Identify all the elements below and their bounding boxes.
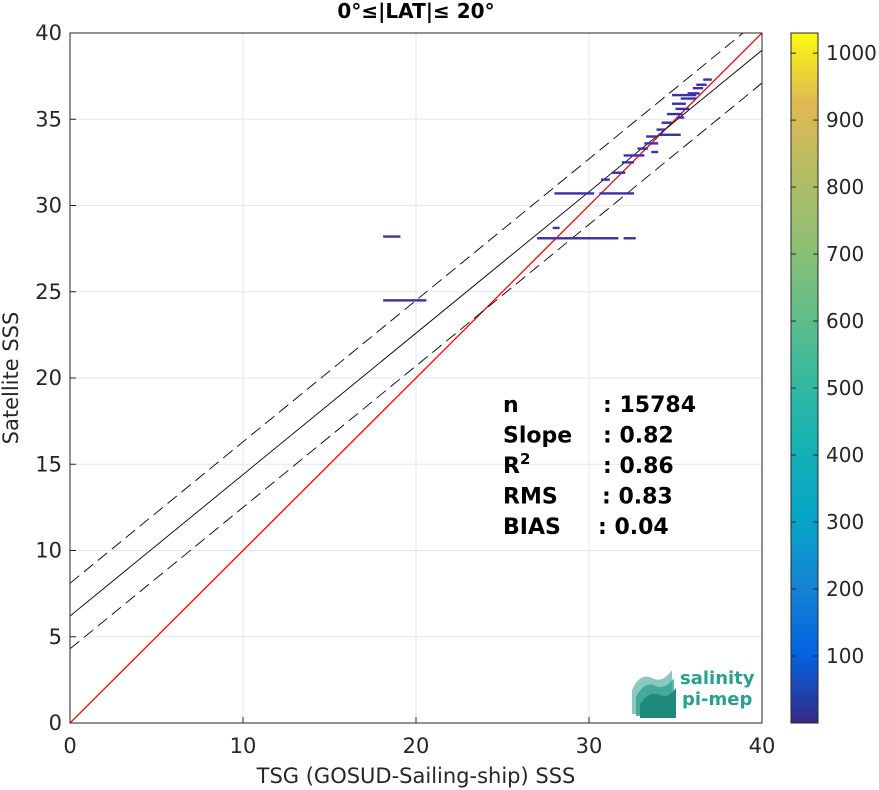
- stat-value: : 15784: [603, 393, 696, 418]
- y-tick-label: 25: [35, 280, 62, 304]
- data-point: [644, 142, 659, 145]
- data-point: [623, 237, 636, 240]
- y-axis-label: Satellite SSS: [0, 312, 23, 445]
- stat-value: : 0.86: [603, 454, 674, 479]
- data-point: [661, 121, 673, 124]
- data-point: [637, 147, 648, 150]
- colorbar-tick-label: 400: [826, 443, 864, 467]
- x-tick-label: 40: [749, 734, 776, 758]
- data-point: [675, 107, 690, 111]
- y-tick-label: 15: [35, 452, 62, 476]
- colorbar-tick-label: 700: [826, 242, 864, 266]
- data-point: [666, 112, 683, 116]
- colorbar-tick-label: 500: [826, 376, 864, 400]
- data-point: [621, 161, 634, 164]
- data-point: [589, 237, 619, 240]
- y-tick-label: 20: [35, 366, 62, 390]
- colorbar-tick-label: 200: [826, 577, 864, 601]
- data-point: [611, 171, 626, 174]
- data-point: [601, 178, 610, 181]
- stat-label: RMS: [503, 485, 558, 510]
- data-point: [383, 299, 427, 302]
- wave-logo-icon: [632, 670, 676, 718]
- colorbar-ticks: 100 200 300 400 500 600 700 800 900 1000: [791, 41, 877, 668]
- colorbar-tick-label: 300: [826, 510, 864, 534]
- stat-label: Slope: [503, 424, 572, 449]
- data-point: [552, 226, 560, 230]
- y-tick-label: 10: [35, 539, 62, 563]
- data-point: [554, 192, 595, 195]
- y-tick-label: 0: [49, 711, 62, 735]
- x-tick-label: 20: [403, 734, 430, 758]
- stat-label: BIAS: [503, 515, 561, 540]
- data-point: [651, 150, 659, 154]
- data-point: [658, 133, 681, 136]
- data-point: [672, 93, 697, 97]
- stats-box: n : 15784 Slope : 0.82 R2 : 0.86 RMS : 0.83 BIAS…: [503, 393, 696, 540]
- stat-label: R2: [503, 450, 530, 479]
- data-point: [672, 102, 686, 105]
- data-point: [687, 92, 700, 95]
- y-tick-label: 35: [35, 107, 62, 131]
- colorbar-tick-label: 800: [826, 175, 864, 199]
- y-tick-label: 30: [35, 194, 62, 218]
- data-point: [646, 135, 657, 138]
- fit-upper-line: [70, 33, 744, 584]
- data-point: [680, 97, 697, 100]
- stat-value: : 0.83: [602, 485, 673, 510]
- colorbar-tick-label: 900: [826, 108, 864, 132]
- fit-lower-line: [70, 82, 762, 650]
- data-point: [623, 154, 645, 157]
- data-point: [383, 235, 401, 238]
- x-ticks: 0 10 20 30 40: [63, 717, 775, 758]
- data-point: [656, 128, 666, 131]
- data-point: [599, 192, 634, 195]
- y-tick-label: 5: [49, 625, 62, 649]
- data-point: [703, 78, 712, 81]
- stat-label: n: [503, 393, 519, 418]
- logo-line2: pi-mep: [682, 689, 752, 710]
- x-tick-label: 0: [63, 734, 76, 758]
- data-point: [677, 116, 685, 119]
- data-point: [692, 87, 704, 90]
- scatter-points: [383, 78, 712, 302]
- chart-title: 0°≤|LAT|≤ 20°: [337, 0, 494, 23]
- y-tick-label: 40: [35, 21, 62, 45]
- colorbar-tick-label: 1000: [826, 41, 877, 65]
- stat-value: : 0.82: [603, 424, 674, 449]
- x-tick-label: 30: [576, 734, 603, 758]
- data-point: [696, 83, 707, 86]
- x-axis-label: TSG (GOSUD-Sailing-ship) SSS: [256, 764, 576, 788]
- y-ticks: 0 5 10 15 20 25 30 35 40: [35, 21, 76, 735]
- colorbar-tick-label: 600: [826, 309, 864, 333]
- salinity-logo: salinity pi-mep: [632, 668, 755, 718]
- colorbar-tick-label: 100: [826, 644, 864, 668]
- x-tick-label: 10: [230, 734, 257, 758]
- stat-value: : 0.04: [598, 515, 669, 540]
- logo-line1: salinity: [680, 668, 755, 689]
- colorbar: [790, 32, 819, 724]
- data-point: [537, 237, 589, 240]
